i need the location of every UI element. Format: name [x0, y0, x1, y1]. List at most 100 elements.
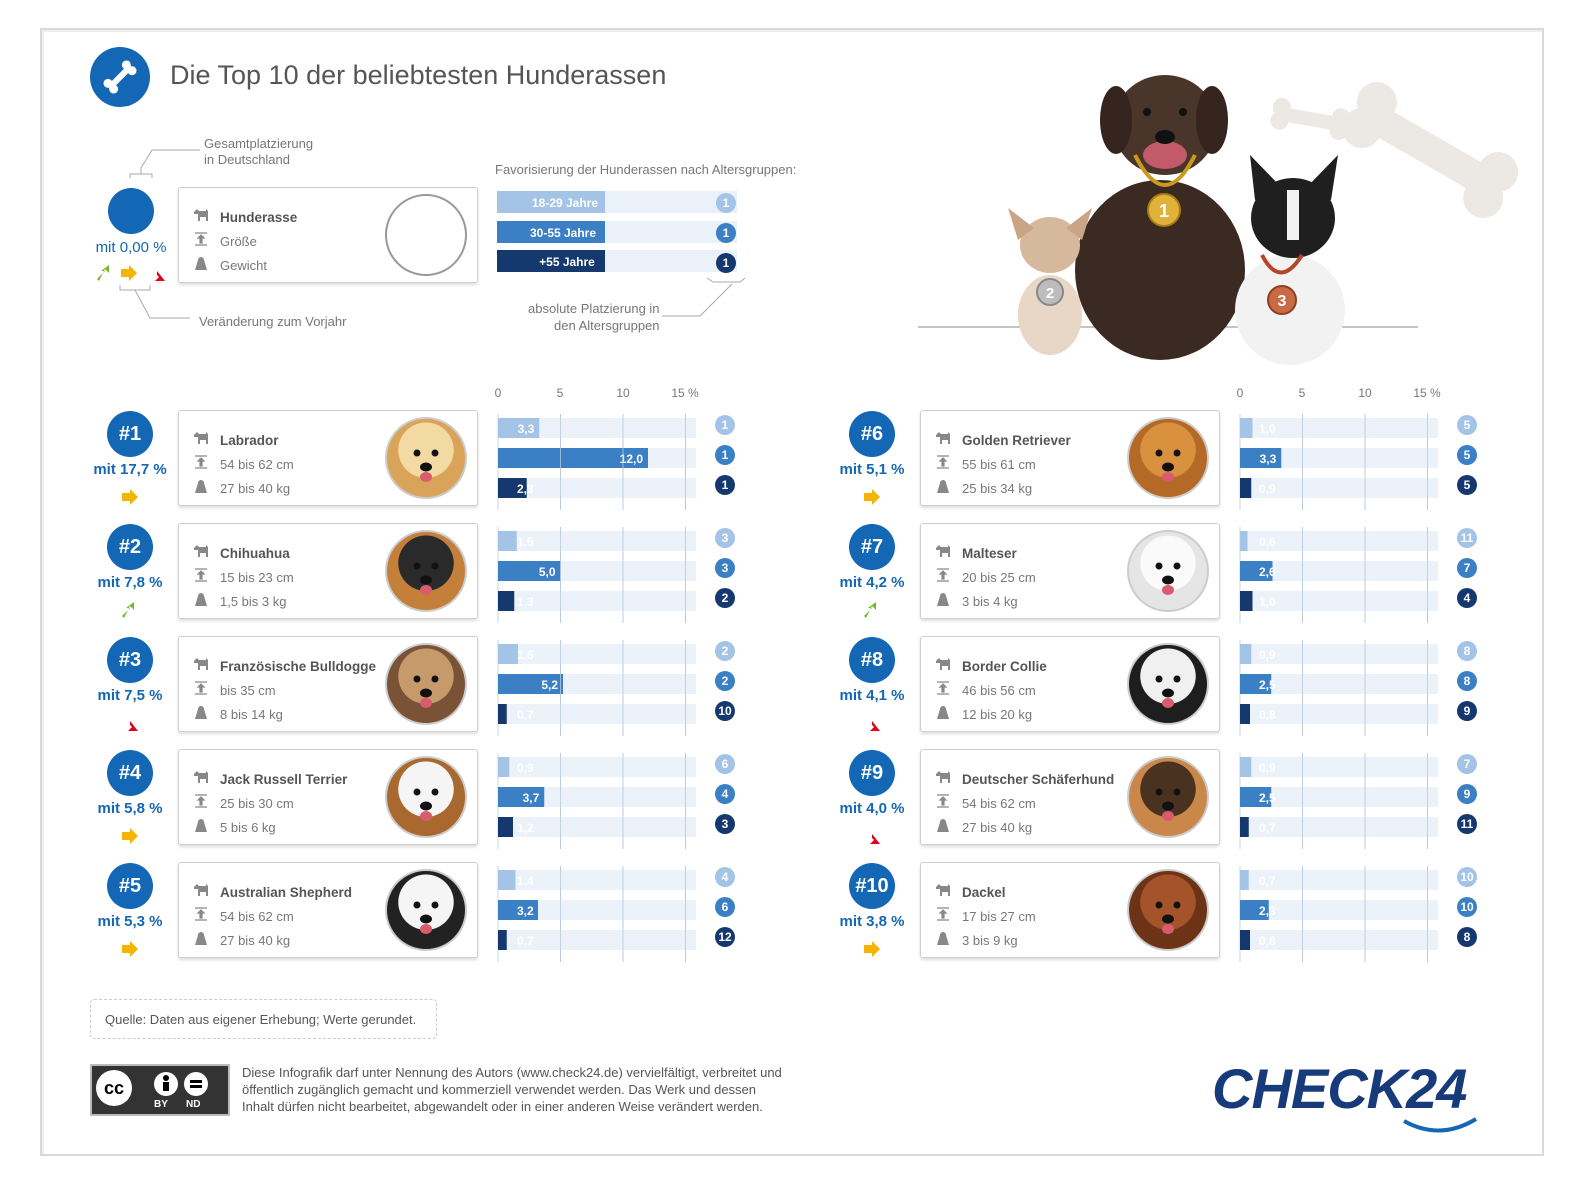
bar-track — [1240, 787, 1438, 807]
breed-photo — [1127, 869, 1209, 951]
tick-10: 10 — [1358, 386, 1372, 400]
age-rank-badge: 5 — [1457, 475, 1477, 495]
bar-track — [1240, 561, 1438, 581]
podium-illustration: 1 2 3 — [918, 75, 1519, 365]
bar-track — [1240, 591, 1438, 611]
age-rank-badge: 11 — [1457, 814, 1477, 834]
bar-value-label: 1,0 — [1259, 422, 1276, 436]
age-rank-badge: 3 — [715, 814, 735, 834]
bar-track — [1240, 478, 1438, 498]
breed-bar-group: 1,5 5,0 1,3 — [497, 527, 696, 623]
bulldog-silhouette — [1235, 155, 1345, 365]
breed-card[interactable]: Deutscher Schäferhund 54 bis 62 cm 27 bis … — [920, 749, 1220, 845]
weight-icon — [937, 706, 949, 719]
breed-photo — [1127, 530, 1209, 612]
bar-18-29 Jahre — [498, 531, 517, 551]
breed-photo — [1127, 643, 1209, 725]
height-icon — [195, 907, 207, 921]
bar-value-label: 2,3 — [1259, 904, 1276, 918]
bar-30-55 Jahre — [498, 900, 538, 920]
bar-track — [498, 591, 696, 611]
bar-track — [1240, 674, 1438, 694]
bar-value-label: 0,7 — [517, 708, 534, 722]
attribution-icon — [154, 1072, 178, 1096]
height-icon — [195, 455, 207, 469]
license-line-1: Diese Infografik darf unter Nennung des … — [242, 1065, 782, 1080]
breed-card[interactable]: Malteser 20 bis 25 cm 3 bis 4 kg — [920, 523, 1220, 619]
dog-icon — [194, 432, 208, 444]
bar-value-label: 2,5 — [1259, 678, 1276, 692]
rank-badge: #7 — [849, 524, 895, 570]
breed-weight: 27 bis 40 kg — [220, 481, 291, 496]
trend-same-icon — [864, 941, 880, 957]
license-line-3: Inhalt dürfen nicht bearbeitet, abgewand… — [242, 1099, 763, 1114]
share-text: mit 4,2 % — [839, 574, 905, 591]
age-rank-badge: 3 — [715, 558, 735, 578]
bar-30-55 Jahre — [1240, 900, 1269, 920]
breed-card[interactable]: Dackel 17 bis 27 cm 3 bis 9 kg — [920, 862, 1220, 958]
legend-trend-icons — [97, 265, 165, 281]
check24-logo[interactable]: CHECK24 — [1212, 1057, 1467, 1120]
breed-card[interactable]: Golden Retriever 55 bis 61 cm 25 bis 34 kg — [920, 410, 1220, 506]
height-icon — [937, 794, 949, 808]
bar-track — [1240, 531, 1438, 551]
breed-card[interactable]: Chihuahua 15 bis 23 cm 1,5 bis 3 kg — [178, 523, 478, 619]
age-rank-badge: 4 — [715, 784, 735, 804]
bone-icon — [90, 47, 150, 107]
page-title: Die Top 10 der beliebtesten Hunderassen — [170, 60, 667, 90]
breed-photo — [1127, 756, 1209, 838]
breed-size: 54 bis 62 cm — [220, 909, 294, 924]
gold-medal-icon — [1147, 193, 1181, 227]
bar-track — [498, 930, 696, 950]
age-rank-badge: 1 — [715, 475, 735, 495]
breed-size: 25 bis 30 cm — [220, 796, 294, 811]
age-rank-badge: 5 — [1457, 415, 1477, 435]
legend-card: Hunderasse Größe Gewicht — [178, 187, 478, 283]
dog-icon — [194, 658, 208, 670]
bar-track — [498, 900, 696, 920]
share-text: mit 4,1 % — [839, 687, 905, 704]
bar-value-label: 3,7 — [523, 791, 540, 805]
age-rank-badge: 2 — [715, 588, 735, 608]
weight-icon — [195, 480, 207, 493]
breed-card[interactable]: Französische Bulldogge bis 35 cm 8 bis 14 … — [178, 636, 478, 732]
legend-card-size: Größe — [220, 234, 257, 249]
height-icon — [195, 568, 207, 582]
age-rank-badge: 3 — [715, 528, 735, 548]
cc-icon: cc — [96, 1070, 132, 1106]
share-text: mit 7,8 % — [97, 574, 163, 591]
age-rank-badge: 10 — [715, 701, 735, 721]
bar-track — [1240, 817, 1438, 837]
age-rank-badge: 6 — [715, 754, 735, 774]
bar-track — [1240, 448, 1438, 468]
breed-card[interactable]: Australian Shepherd 54 bis 62 cm 27 bis 40… — [178, 862, 478, 958]
share-text: mit 4,0 % — [839, 800, 905, 817]
weight-icon — [937, 480, 949, 493]
bar-value-label: 3,3 — [518, 422, 535, 436]
rank-badge: #2 — [107, 524, 153, 570]
bar-track — [498, 757, 696, 777]
bar-+55 Jahre — [1240, 591, 1253, 611]
labrador-silhouette — [1075, 75, 1245, 360]
bar-+55 Jahre — [498, 591, 515, 611]
rank-badge: #9 — [849, 750, 895, 796]
breed-card[interactable]: Labrador 54 bis 62 cm 27 bis 40 kg — [178, 410, 478, 506]
bar-value-label: 1,2 — [517, 821, 534, 835]
breed-weight: 27 bis 40 kg — [962, 820, 1033, 835]
breed-size: 54 bis 62 cm — [220, 457, 294, 472]
breed-size: 15 bis 23 cm — [220, 570, 294, 585]
cc-by-label: BY — [154, 1099, 168, 1110]
age-rank-badge: 12 — [715, 927, 735, 947]
breed-bar-group: 3,3 12,0 2,3 — [497, 414, 696, 510]
rank-badge: #3 — [107, 637, 153, 683]
weight-icon — [937, 932, 949, 945]
breed-card[interactable]: Jack Russell Terrier 25 bis 30 cm 5 bis 6 … — [178, 749, 478, 845]
height-icon — [195, 794, 207, 808]
bar-value-label: 5,2 — [541, 678, 558, 692]
bar-value-label: 0,6 — [1259, 535, 1276, 549]
weight-icon — [195, 932, 207, 945]
trend-down-icon — [149, 267, 165, 281]
share-text: mit 3,8 % — [839, 913, 905, 930]
breed-name: Labrador — [220, 433, 279, 448]
breed-card[interactable]: Border Collie 46 bis 56 cm 12 bis 20 kg — [920, 636, 1220, 732]
